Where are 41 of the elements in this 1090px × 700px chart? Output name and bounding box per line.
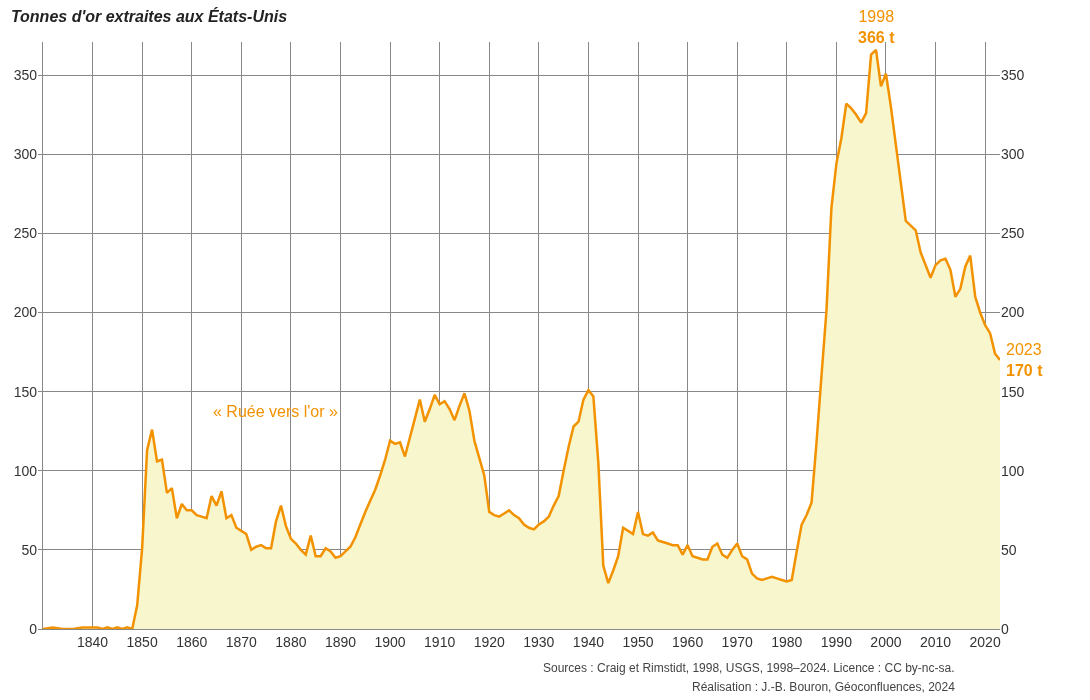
- x-tick-label: 1970: [721, 633, 753, 650]
- annotation: 1998 366 t: [858, 8, 896, 46]
- y-tick-label: 150: [13, 383, 38, 400]
- y2-tick-label: 250: [1001, 225, 1025, 242]
- x-tick-label: 1850: [126, 633, 158, 650]
- x-tick-label: 2010: [919, 633, 952, 650]
- y2-tick-label: 100: [1001, 462, 1025, 479]
- x-tick-label: 1910: [424, 633, 456, 650]
- x-tick-label: 1920: [473, 633, 506, 650]
- x-tick-label: 1880: [275, 633, 307, 650]
- y2-tick-label: 300: [1001, 146, 1025, 163]
- x-tick-label: 1980: [771, 633, 803, 650]
- text: Réalisation : J.-B. Bouron, Géoconfluences, 2024: [692, 680, 956, 694]
- x-tick-label: 1860: [176, 633, 208, 650]
- x-tick-label: 1870: [225, 633, 258, 650]
- y2-tick-label: 50: [1001, 541, 1017, 558]
- annotation: 2023 170 t: [1006, 341, 1044, 379]
- x-tick-label: 1930: [523, 633, 555, 650]
- x-tick-label: 1900: [374, 633, 406, 650]
- x-tick-label: 1890: [324, 633, 357, 650]
- y2-tick-label: 200: [1001, 304, 1025, 321]
- y-tick-label: 100: [13, 462, 38, 479]
- x-tick-label: 1960: [672, 633, 704, 650]
- y-tick-label: 250: [13, 225, 38, 242]
- y2-tick-label: 350: [1001, 67, 1025, 84]
- x-tick-label: 1840: [76, 633, 109, 650]
- y2-tick-label: 150: [1001, 383, 1025, 400]
- source-note: Sources : Craig et Rimstidt, 1998, USGS, 1998–2024. Licence : CC by-nc-sa.: [543, 661, 955, 675]
- x-tick-label: 1950: [622, 633, 654, 650]
- x-tick-label: 2020: [969, 633, 1001, 650]
- y-tick-label: 300: [13, 146, 38, 163]
- x-tick-label: 2000: [870, 633, 902, 650]
- x-tick-label: 1940: [572, 633, 605, 650]
- y-tick-label: 0: [29, 620, 38, 637]
- annotation: « Ruée vers l'or »: [213, 403, 338, 420]
- y2-tick-label: 0: [1001, 620, 1009, 637]
- y-tick-label: 350: [13, 67, 38, 84]
- y-tick-label: 50: [21, 541, 38, 558]
- x-tick-label: 1990: [820, 633, 853, 650]
- chart-title: Tonnes d'or extraites aux États-Unis: [10, 6, 288, 25]
- y-tick-label: 200: [13, 304, 38, 321]
